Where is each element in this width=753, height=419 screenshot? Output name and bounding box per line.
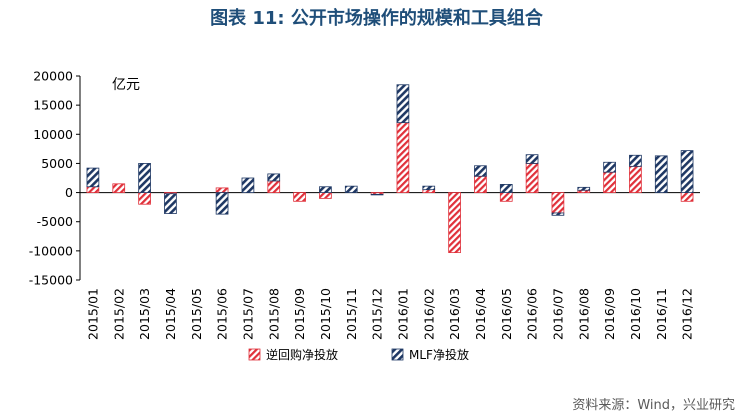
- x-tick-label: 2016/01: [395, 288, 410, 340]
- x-tick-label: 2015/03: [137, 288, 152, 340]
- bar-mlf-2015-07: [241, 177, 255, 193]
- x-tick-label: 2015/12: [370, 288, 385, 340]
- x-tick-label: 2015/10: [318, 288, 333, 340]
- bar-mlf-2015-03: [138, 163, 151, 193]
- bar-mlf-2015-06: [215, 192, 229, 215]
- bar-mlf-2015-01: [86, 167, 100, 188]
- x-tick-label: 2016/02: [421, 288, 436, 340]
- bar-mlf-2016-07: [551, 212, 565, 216]
- x-tick-label: 2016/04: [473, 288, 488, 340]
- x-tick-label: 2016/09: [602, 288, 617, 340]
- x-tick-label: 2016/12: [680, 288, 695, 340]
- y-tick-label: -15000: [29, 273, 73, 288]
- x-tick-label: 2016/08: [576, 288, 591, 340]
- legend-swatch-mlf: [391, 348, 404, 361]
- bar-reverse-repo-2016-03: [448, 192, 461, 254]
- bar-mlf-2016-09: [603, 161, 616, 173]
- x-tick-label: 2016/05: [499, 288, 514, 340]
- bar-mlf-2016-02: [422, 185, 436, 191]
- bar-reverse-repo-2016-12: [680, 192, 694, 202]
- x-tick-label: 2015/09: [292, 288, 307, 340]
- legend-label-mlf: MLF净投放: [409, 347, 469, 362]
- bar-mlf-2016-12: [680, 150, 694, 193]
- bar-mlf-2015-10: [319, 186, 332, 193]
- bar-reverse-repo-2015-01: [86, 186, 100, 193]
- bar-reverse-repo-2015-10: [319, 192, 332, 199]
- bar-mlf-2016-06: [525, 154, 539, 164]
- bar-mlf-2016-04: [474, 165, 487, 177]
- bar-reverse-repo-2015-09: [293, 192, 306, 202]
- x-tick-label: 2015/02: [111, 288, 126, 340]
- axes-layer: 20000 15000 10000 5000 0 -5000 -10000 -15000 201…: [29, 69, 700, 340]
- bar-reverse-repo-2016-04: [474, 175, 487, 193]
- bar-reverse-repo-2016-09: [603, 171, 616, 193]
- y-tick-label: 15000: [33, 98, 73, 113]
- bar-reverse-repo-2016-10: [629, 165, 642, 193]
- x-tick-label: 2016/07: [550, 288, 565, 340]
- bar-reverse-repo-2015-02: [112, 183, 126, 193]
- x-tick-label: 2015/07: [240, 288, 255, 340]
- y-tick-label: 20000: [33, 69, 73, 84]
- bar-mlf-2016-05: [499, 184, 513, 193]
- bar-mlf-2016-08: [577, 186, 591, 191]
- legend-swatch-reverse-repo: [248, 348, 261, 361]
- y-tick-label: 10000: [33, 127, 73, 142]
- bar-reverse-repo-2015-06: [215, 187, 229, 193]
- bar-mlf-2015-12: [370, 193, 384, 196]
- bar-reverse-repo-2015-03: [138, 192, 151, 205]
- bar-reverse-repo-2016-02: [422, 189, 436, 193]
- x-tick-label: 2016/10: [628, 288, 643, 340]
- y-tick-label: -5000: [37, 214, 73, 229]
- x-tick-label: 2016/03: [447, 288, 462, 340]
- source-note: 资料来源：Wind，兴业研究: [572, 398, 735, 413]
- legend-label-reverse-repo: 逆回购净投放: [266, 347, 338, 362]
- bar-mlf-2015-04: [164, 193, 177, 214]
- bar-mlf-2016-10: [629, 154, 642, 167]
- bar-mlf-2015-08: [267, 173, 281, 182]
- x-tick-label: 2015/06: [215, 288, 230, 340]
- x-tick-label: 2015/08: [266, 288, 281, 340]
- bar-mlf-2016-01: [396, 84, 410, 124]
- x-tick-label: 2015/11: [344, 288, 359, 340]
- y-tick-label: 5000: [41, 156, 73, 171]
- bars-layer: [86, 84, 694, 254]
- y-tick-label: -10000: [29, 243, 73, 258]
- x-tick-label: 2016/11: [654, 288, 669, 340]
- x-tick-label: 2015/05: [189, 288, 204, 340]
- bar-mlf-2016-11: [654, 155, 668, 193]
- bar-reverse-repo-2016-06: [525, 163, 539, 193]
- x-tick-label: 2016/06: [525, 288, 540, 340]
- bar-mlf-2015-11: [344, 185, 358, 193]
- legend: 逆回购净投放 MLF净投放: [248, 347, 469, 362]
- y-tick-label: 0: [65, 185, 73, 200]
- bar-reverse-repo-2016-05: [499, 192, 513, 202]
- bar-reverse-repo-2015-08: [267, 180, 281, 193]
- bar-reverse-repo-2016-07: [551, 192, 565, 214]
- chart-title: 图表 11: 公开市场操作的规模和工具组合: [210, 8, 543, 29]
- x-tick-label: 2015/04: [163, 288, 178, 340]
- unit-label: 亿元: [112, 77, 140, 93]
- bar-reverse-repo-2016-01: [396, 122, 410, 193]
- x-tick-label: 2015/01: [85, 288, 100, 340]
